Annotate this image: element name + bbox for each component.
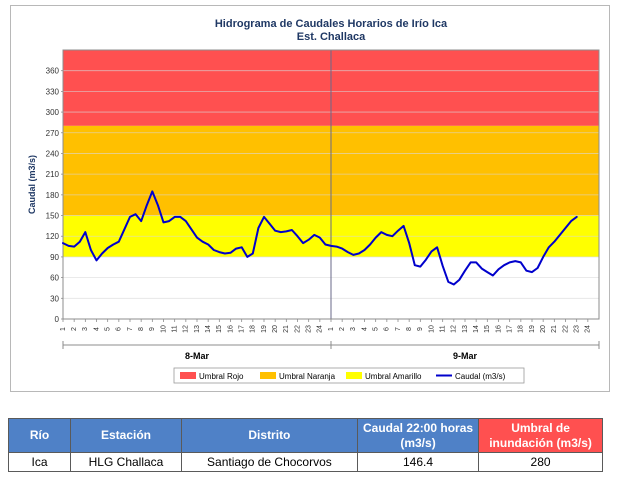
header-umbral: Umbral de inundación (m3/s) xyxy=(478,418,603,453)
chart-frame: Hidrograma de Caudales Horarios de Irío … xyxy=(10,5,610,392)
y-tick-label: 360 xyxy=(46,67,60,76)
x-tick-label: 7 xyxy=(395,327,402,331)
x-tick-label: 3 xyxy=(82,327,89,331)
x-tick-label: 10 xyxy=(428,325,435,333)
y-tick-label: 180 xyxy=(46,191,60,200)
x-tick-label: 14 xyxy=(205,325,212,333)
x-tick-label: 22 xyxy=(562,325,569,333)
x-tick-label: 6 xyxy=(116,327,123,331)
legend-label: Umbral Naranja xyxy=(279,372,336,381)
x-tick-label: 6 xyxy=(384,327,391,331)
x-tick-label: 8 xyxy=(138,327,145,331)
x-tick-label: 2 xyxy=(339,327,346,331)
y-tick-label: 120 xyxy=(46,232,60,241)
header-rio: Río xyxy=(7,418,72,453)
x-tick-label: 13 xyxy=(194,325,201,333)
x-tick-label: 17 xyxy=(239,325,246,333)
x-tick-label: 19 xyxy=(529,325,536,333)
legend-label: Umbral Rojo xyxy=(199,372,244,381)
x-tick-label: 11 xyxy=(172,325,179,332)
x-tick-label: 17 xyxy=(507,325,514,333)
y-tick-label: 300 xyxy=(46,108,60,117)
x-tick-label: 16 xyxy=(227,325,234,333)
y-tick-label: 150 xyxy=(46,212,60,221)
x-tick-label: 24 xyxy=(585,325,592,333)
x-tick-label: 20 xyxy=(540,325,547,333)
x-tick-label: 24 xyxy=(317,325,324,333)
hydrograph-chart: Hidrograma de Caudales Horarios de Irío … xyxy=(27,18,600,384)
day-label: 8-Mar xyxy=(185,351,210,361)
x-tick-label: 12 xyxy=(451,325,458,333)
chart-title: Hidrograma de Caudales Horarios de Irío … xyxy=(215,18,448,30)
y-tick-label: 0 xyxy=(55,315,60,324)
y-axis-label: Caudal (m3/s) xyxy=(27,155,37,214)
x-tick-label: 21 xyxy=(283,325,290,333)
x-tick-label: 7 xyxy=(127,327,134,331)
cell-rio: Ica xyxy=(7,452,72,472)
x-tick-label: 10 xyxy=(160,325,167,333)
y-tick-label: 210 xyxy=(46,170,60,179)
x-tick-label: 11 xyxy=(440,325,447,332)
x-tick-label: 12 xyxy=(183,325,190,333)
y-tick-label: 240 xyxy=(46,149,60,158)
x-tick-label: 13 xyxy=(462,325,469,333)
y-tick-label: 330 xyxy=(46,87,60,96)
chart-subtitle: Est. Challaca xyxy=(297,31,366,43)
x-tick-label: 4 xyxy=(361,327,368,331)
cell-estacion: HLG Challaca xyxy=(70,452,182,472)
station-info-table: Río Estación Distrito Caudal 22:00 horas… xyxy=(7,418,603,472)
x-tick-label: 22 xyxy=(294,325,301,333)
legend-label: Caudal (m3/s) xyxy=(455,372,506,381)
x-tick-label: 2 xyxy=(71,327,78,331)
x-tick-label: 21 xyxy=(551,325,558,333)
legend-swatch xyxy=(180,372,196,379)
x-tick-label: 9 xyxy=(417,327,424,331)
x-tick-label: 15 xyxy=(484,325,491,333)
x-tick-label: 14 xyxy=(473,325,480,333)
cell-caudal: 146.4 xyxy=(356,452,480,472)
legend-label: Umbral Amarillo xyxy=(365,372,422,381)
x-tick-label: 3 xyxy=(350,327,357,331)
header-distrito: Distrito xyxy=(180,418,358,453)
x-tick-label: 5 xyxy=(105,327,112,331)
legend-swatch xyxy=(346,372,362,379)
x-tick-label: 18 xyxy=(518,325,525,333)
x-tick-label: 4 xyxy=(93,327,100,331)
x-tick-label: 19 xyxy=(261,325,268,333)
cell-distrito: Santiago de Chocorvos xyxy=(180,452,358,472)
x-tick-label: 1 xyxy=(60,327,67,331)
x-tick-label: 8 xyxy=(406,327,413,331)
x-tick-label: 20 xyxy=(272,325,279,333)
day-label: 9-Mar xyxy=(453,351,478,361)
y-tick-label: 60 xyxy=(50,274,59,283)
legend-swatch xyxy=(260,372,276,379)
x-tick-label: 23 xyxy=(574,325,581,333)
cell-umbral: 280 xyxy=(478,452,603,472)
x-tick-label: 5 xyxy=(373,327,380,331)
y-tick-label: 90 xyxy=(50,253,59,262)
x-tick-label: 18 xyxy=(250,325,257,333)
y-tick-label: 30 xyxy=(50,294,59,303)
header-caudal: Caudal 22:00 horas (m3/s) xyxy=(356,418,480,453)
header-estacion: Estación xyxy=(70,418,182,453)
x-tick-label: 15 xyxy=(216,325,223,333)
x-tick-label: 1 xyxy=(328,327,335,331)
x-tick-label: 23 xyxy=(306,325,313,333)
table-header-row: Río Estación Distrito Caudal 22:00 horas… xyxy=(7,418,603,453)
table-row: Ica HLG Challaca Santiago de Chocorvos 1… xyxy=(7,452,603,472)
y-tick-label: 270 xyxy=(46,129,60,138)
x-tick-label: 16 xyxy=(495,325,502,333)
x-tick-label: 9 xyxy=(149,327,156,331)
series-line-caudal xyxy=(62,190,578,286)
